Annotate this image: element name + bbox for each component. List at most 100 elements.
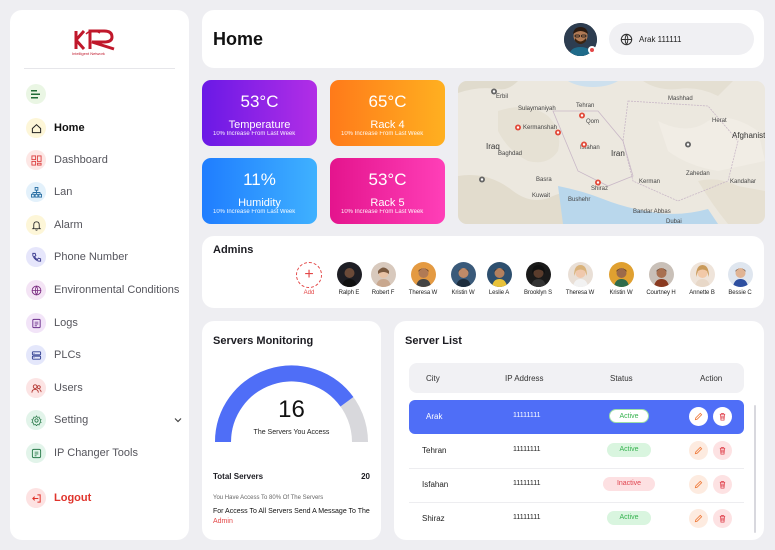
admin-item[interactable]: Courtney H — [641, 262, 681, 296]
city-cell: Tehran — [422, 446, 447, 455]
table-row[interactable]: Shiraz 11111111 Active — [409, 502, 744, 536]
delete-button[interactable] — [713, 475, 732, 494]
delete-button[interactable] — [713, 407, 732, 426]
admin-name: Annette B — [689, 290, 715, 296]
sidebar-item-alarm[interactable]: Alarm — [26, 214, 83, 236]
pencil-icon — [694, 514, 703, 523]
table-row[interactable]: Isfahan 11111111 Inactive — [409, 468, 744, 502]
column-header: Action — [700, 374, 723, 383]
stat-title: Rack 4 — [370, 119, 405, 131]
map-pin-icon[interactable] — [684, 141, 692, 149]
ip-cell: 11111111 — [513, 412, 541, 419]
bell-icon — [26, 215, 46, 235]
admin-item[interactable]: Leslie A — [479, 262, 519, 296]
add-admin-button[interactable]: + — [296, 262, 322, 288]
map-pin-icon[interactable] — [514, 124, 522, 132]
server-list-panel: Server List City IP Address Status Actio… — [394, 321, 764, 540]
rack4-card[interactable]: 65°C Rack 4 10% Increase From Last Week — [330, 80, 445, 146]
edit-button[interactable] — [689, 441, 708, 460]
pencil-icon — [694, 446, 703, 455]
trash-icon — [719, 412, 726, 421]
access-note: You Have Access To 80% Of The Servers — [213, 495, 324, 501]
menu-toggle-button[interactable] — [26, 84, 46, 104]
total-servers-value: 20 — [361, 472, 370, 481]
delete-button[interactable] — [713, 441, 732, 460]
admin-item[interactable]: Annette B — [682, 262, 722, 296]
admin-link[interactable]: Admin — [213, 518, 233, 525]
stat-value: 65°C — [368, 92, 407, 111]
gear-icon — [26, 410, 46, 430]
pencil-icon — [694, 480, 703, 489]
access-message: For Access To All Servers Send A Message… — [213, 507, 373, 527]
admin-name: Kristin W — [609, 290, 633, 296]
sidebar-item-label: IP Changer Tools — [54, 447, 138, 459]
map-terrain — [458, 81, 765, 224]
admin-item[interactable]: Theresa W — [560, 262, 600, 296]
edit-button[interactable] — [689, 475, 708, 494]
servers-monitoring-panel: Servers Monitoring 16 The Servers You Ac… — [202, 321, 381, 540]
globe-icon — [26, 280, 46, 300]
sidebar-item-plcs[interactable]: PLCs — [26, 344, 81, 366]
sidebar-item-label: Phone Number — [54, 251, 128, 263]
sidebar-item-logs[interactable]: Logs — [26, 312, 78, 334]
dashboard-icon — [26, 150, 46, 170]
admin-item[interactable]: Brooklyn S — [518, 262, 558, 296]
company-logo: Intelligent Network — [72, 28, 128, 60]
admin-item[interactable]: Kristin W — [601, 262, 641, 296]
delete-button[interactable] — [713, 509, 732, 528]
avatar — [410, 262, 436, 287]
panel-title: Servers Monitoring — [213, 335, 314, 347]
trash-icon — [719, 446, 726, 455]
sidebar-item-home[interactable]: Home — [26, 117, 85, 139]
sidebar-item-label: Alarm — [54, 219, 83, 231]
city-cell: Shiraz — [422, 514, 445, 523]
admin-item[interactable]: Robert F — [363, 262, 403, 296]
admin-item[interactable]: Kristin W — [443, 262, 483, 296]
admin-name: Theresa W — [565, 290, 595, 296]
table-row[interactable]: Arak 11111111 Active — [409, 400, 744, 434]
stat-subtitle: 10% Increase From Last Week — [213, 209, 296, 215]
map-pin-icon[interactable] — [594, 179, 602, 187]
avatar — [450, 262, 476, 287]
chevron-down-icon[interactable] — [174, 415, 182, 425]
sidebar-item-environmental-conditions[interactable]: Environmental Conditions — [26, 279, 179, 301]
status-badge: Inactive — [603, 477, 655, 491]
map-pin-icon[interactable] — [578, 112, 586, 120]
admin-item[interactable]: Bessie C — [720, 262, 760, 296]
logout-icon — [26, 488, 46, 508]
sidebar-item-users[interactable]: Users — [26, 377, 83, 399]
stat-subtitle: 10% Increase From Last Week — [341, 209, 424, 215]
sidebar-item-ip-changer-tools[interactable]: IP Changer Tools — [26, 442, 138, 464]
map-pin-icon[interactable] — [490, 88, 498, 96]
sidebar-item-phone-number[interactable]: Phone Number — [26, 246, 128, 268]
map-pin-icon[interactable] — [580, 141, 588, 149]
edit-button[interactable] — [689, 407, 708, 426]
status-badge: Active — [609, 409, 649, 423]
globe-icon — [620, 33, 633, 45]
map-pin-icon[interactable] — [554, 129, 562, 137]
status-badge: Active — [607, 443, 651, 457]
sidebar-item-dashboard[interactable]: Dashboard — [26, 149, 108, 171]
admin-item[interactable]: Theresa W — [403, 262, 443, 296]
sidebar-item-lan[interactable]: Lan — [26, 181, 72, 203]
table-row[interactable]: Tehran 11111111 Active — [409, 434, 744, 468]
map-pin-icon[interactable] — [478, 176, 486, 184]
temperature-card[interactable]: 53°C Temperature 10% Increase From Last … — [202, 80, 317, 146]
avatar — [370, 262, 396, 287]
sidebar-item-label: Lan — [54, 186, 73, 198]
location-selector[interactable]: Arak 111111 — [609, 23, 754, 55]
column-header: City — [426, 374, 440, 383]
servers-gauge — [215, 365, 368, 443]
server-map[interactable]: Erbil Sulaymaniyah Kermanshah Baghdad Ir… — [458, 81, 765, 224]
admin-name: Robert F — [371, 290, 395, 296]
avatar — [486, 262, 512, 287]
rack5-card[interactable]: 53°C Rack 5 10% Increase From Last Week — [330, 158, 445, 224]
logout-button[interactable]: Logout — [26, 487, 91, 509]
admin-name: Leslie A — [488, 290, 510, 296]
sidebar-item-setting[interactable]: Setting — [26, 409, 186, 431]
edit-button[interactable] — [689, 509, 708, 528]
humidity-card[interactable]: 11% Humidity 10% Increase From Last Week — [202, 158, 317, 224]
stat-title: Rack 5 — [370, 197, 405, 209]
admin-item[interactable]: Ralph E — [329, 262, 369, 296]
scrollbar[interactable] — [754, 405, 756, 533]
